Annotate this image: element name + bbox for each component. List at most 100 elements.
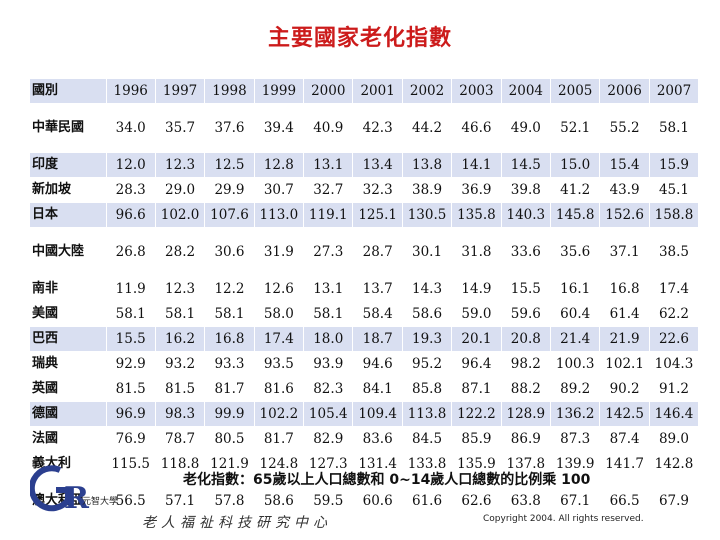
aging-index-cell: 58.1 <box>649 103 700 153</box>
aging-index-cell: 52.1 <box>550 103 601 153</box>
aging-index-cell: 140.3 <box>501 202 552 228</box>
aging-index-cell: 15.5 <box>106 326 156 352</box>
aging-index-cell: 96.6 <box>106 202 156 228</box>
copyright-notice: Copyright 2004. All rights reserved. <box>483 514 644 524</box>
aging-index-cell: 98.2 <box>501 351 552 377</box>
aging-index-cell: 13.4 <box>352 152 403 178</box>
aging-index-cell: 31.8 <box>451 227 502 277</box>
aging-index-cell: 18.7 <box>352 326 403 352</box>
aging-index-cell: 58.6 <box>402 301 453 327</box>
aging-index-cell: 58.6 <box>254 476 305 526</box>
aging-index-cell: 99.9 <box>204 401 255 427</box>
aging-index-cell: 93.3 <box>204 351 255 377</box>
aging-index-cell: 85.8 <box>402 376 453 402</box>
table-row: 印度 12.0 12.3 12.5 12.8 13.1 13.4 13.8 14.1 14.5 15… <box>30 152 700 178</box>
aging-index-cell: 38.5 <box>649 227 700 277</box>
aging-index-cell: 122.2 <box>451 401 502 427</box>
aging-index-cell: 31.9 <box>254 227 305 277</box>
aging-index-cell: 96.4 <box>451 351 502 377</box>
aging-index-cell: 89.0 <box>649 426 700 452</box>
aging-index-cell: 87.3 <box>550 426 601 452</box>
country-name: 美國 <box>30 301 107 327</box>
aging-index-cell: 61.4 <box>599 301 650 327</box>
logo: R <box>28 462 100 524</box>
aging-index-cell: 152.6 <box>599 202 650 228</box>
aging-index-cell: 82.3 <box>303 376 354 402</box>
aging-index-cell: 158.8 <box>649 202 700 228</box>
aging-index-cell: 58.1 <box>106 301 156 327</box>
aging-index-cell: 43.9 <box>599 177 650 203</box>
table-row: 日本 96.6 102.0 107.6 113.0 119.1 125.1 130.5 135.… <box>30 202 700 228</box>
aging-index-cell: 60.6 <box>352 476 403 526</box>
aging-index-cell: 37.6 <box>204 103 255 153</box>
aging-index-cell: 37.1 <box>599 227 650 277</box>
year-header: 1999 <box>254 79 305 104</box>
aging-index-cell: 28.2 <box>155 227 206 277</box>
aging-index-cell: 42.3 <box>352 103 403 153</box>
header-label: 國別 <box>30 79 107 104</box>
aging-index-cell: 16.8 <box>204 326 255 352</box>
year-header: 2007 <box>649 79 700 104</box>
aging-index-cell: 20.1 <box>451 326 502 352</box>
aging-index-cell: 14.3 <box>402 276 453 302</box>
aging-index-cell: 40.9 <box>303 103 354 153</box>
aging-index-cell: 81.7 <box>204 376 255 402</box>
table-row: 南非 11.9 12.3 12.2 12.6 13.1 13.7 14.3 14.9 15.5 16… <box>30 276 700 302</box>
aging-index-cell: 81.6 <box>254 376 305 402</box>
aging-index-cell: 34.0 <box>106 103 156 153</box>
aging-index-cell: 32.7 <box>303 177 354 203</box>
aging-index-cell: 39.8 <box>501 177 552 203</box>
aging-index-cell: 58.0 <box>254 301 305 327</box>
aging-index-cell: 135.8 <box>451 202 502 228</box>
table-row: 德國 96.9 98.3 99.9 102.2 105.4 109.4 113.8 122.2 1… <box>30 401 700 427</box>
aging-index-cell: 35.7 <box>155 103 206 153</box>
aging-index-cell: 57.8 <box>204 476 255 526</box>
aging-index-cell: 20.8 <box>501 326 552 352</box>
aging-index-cell: 85.9 <box>451 426 502 452</box>
table-row: 中華民國 34.0 35.7 37.6 39.4 40.9 42.3 44.2 46.6 49.0… <box>30 103 700 153</box>
aging-index-cell: 27.3 <box>303 227 354 277</box>
aging-index-cell: 62.6 <box>451 476 502 526</box>
aging-index-cell: 90.2 <box>599 376 650 402</box>
aging-index-cell: 131.4 <box>352 451 403 477</box>
country-name: 中華民國 <box>30 103 107 153</box>
aging-index-cell: 67.1 <box>550 476 601 526</box>
aging-index-cell: 15.5 <box>501 276 552 302</box>
aging-index-cell: 88.2 <box>501 376 552 402</box>
aging-index-cell: 46.6 <box>451 103 502 153</box>
aging-index-cell: 94.6 <box>352 351 403 377</box>
aging-index-cell: 81.7 <box>254 426 305 452</box>
aging-index-cell: 44.2 <box>402 103 453 153</box>
aging-index-cell: 19.3 <box>402 326 453 352</box>
aging-index-cell: 135.9 <box>451 451 502 477</box>
aging-index-cell: 56.5 <box>106 476 156 526</box>
aging-index-cell: 15.4 <box>599 152 650 178</box>
logo-subtitle: 元智大學 <box>82 497 119 507</box>
aging-index-cell: 39.4 <box>254 103 305 153</box>
aging-index-cell: 82.9 <box>303 426 354 452</box>
country-name: 印度 <box>30 152 107 178</box>
aging-index-cell: 16.1 <box>550 276 601 302</box>
table-row: 中國大陸 26.8 28.2 30.6 31.9 27.3 28.7 30.1 31.8 33.6… <box>30 227 700 277</box>
aging-index-cell: 92.9 <box>106 351 156 377</box>
aging-index-cell: 18.0 <box>303 326 354 352</box>
table-row: 英國 81.5 81.5 81.7 81.6 82.3 84.1 85.8 87.1 88.2 89… <box>30 376 700 402</box>
aging-index-cell: 12.6 <box>254 276 305 302</box>
svg-text:R: R <box>64 481 90 516</box>
aging-index-cell: 105.4 <box>303 401 354 427</box>
aging-index-cell: 58.1 <box>303 301 354 327</box>
aging-index-cell: 14.1 <box>451 152 502 178</box>
aging-index-cell: 60.4 <box>550 301 601 327</box>
year-header: 1997 <box>155 79 206 104</box>
aging-index-cell: 45.1 <box>649 177 700 203</box>
aging-index-cell: 121.9 <box>204 451 255 477</box>
aging-index-cell: 22.6 <box>649 326 700 352</box>
aging-index-cell: 118.8 <box>155 451 206 477</box>
aging-index-cell: 17.4 <box>254 326 305 352</box>
aging-index-cell: 81.5 <box>106 376 156 402</box>
year-header: 2003 <box>451 79 502 104</box>
aging-index-cell: 13.1 <box>303 152 354 178</box>
aging-index-cell: 32.3 <box>352 177 403 203</box>
aging-index-cell: 142.5 <box>599 401 650 427</box>
country-name: 英國 <box>30 376 107 402</box>
